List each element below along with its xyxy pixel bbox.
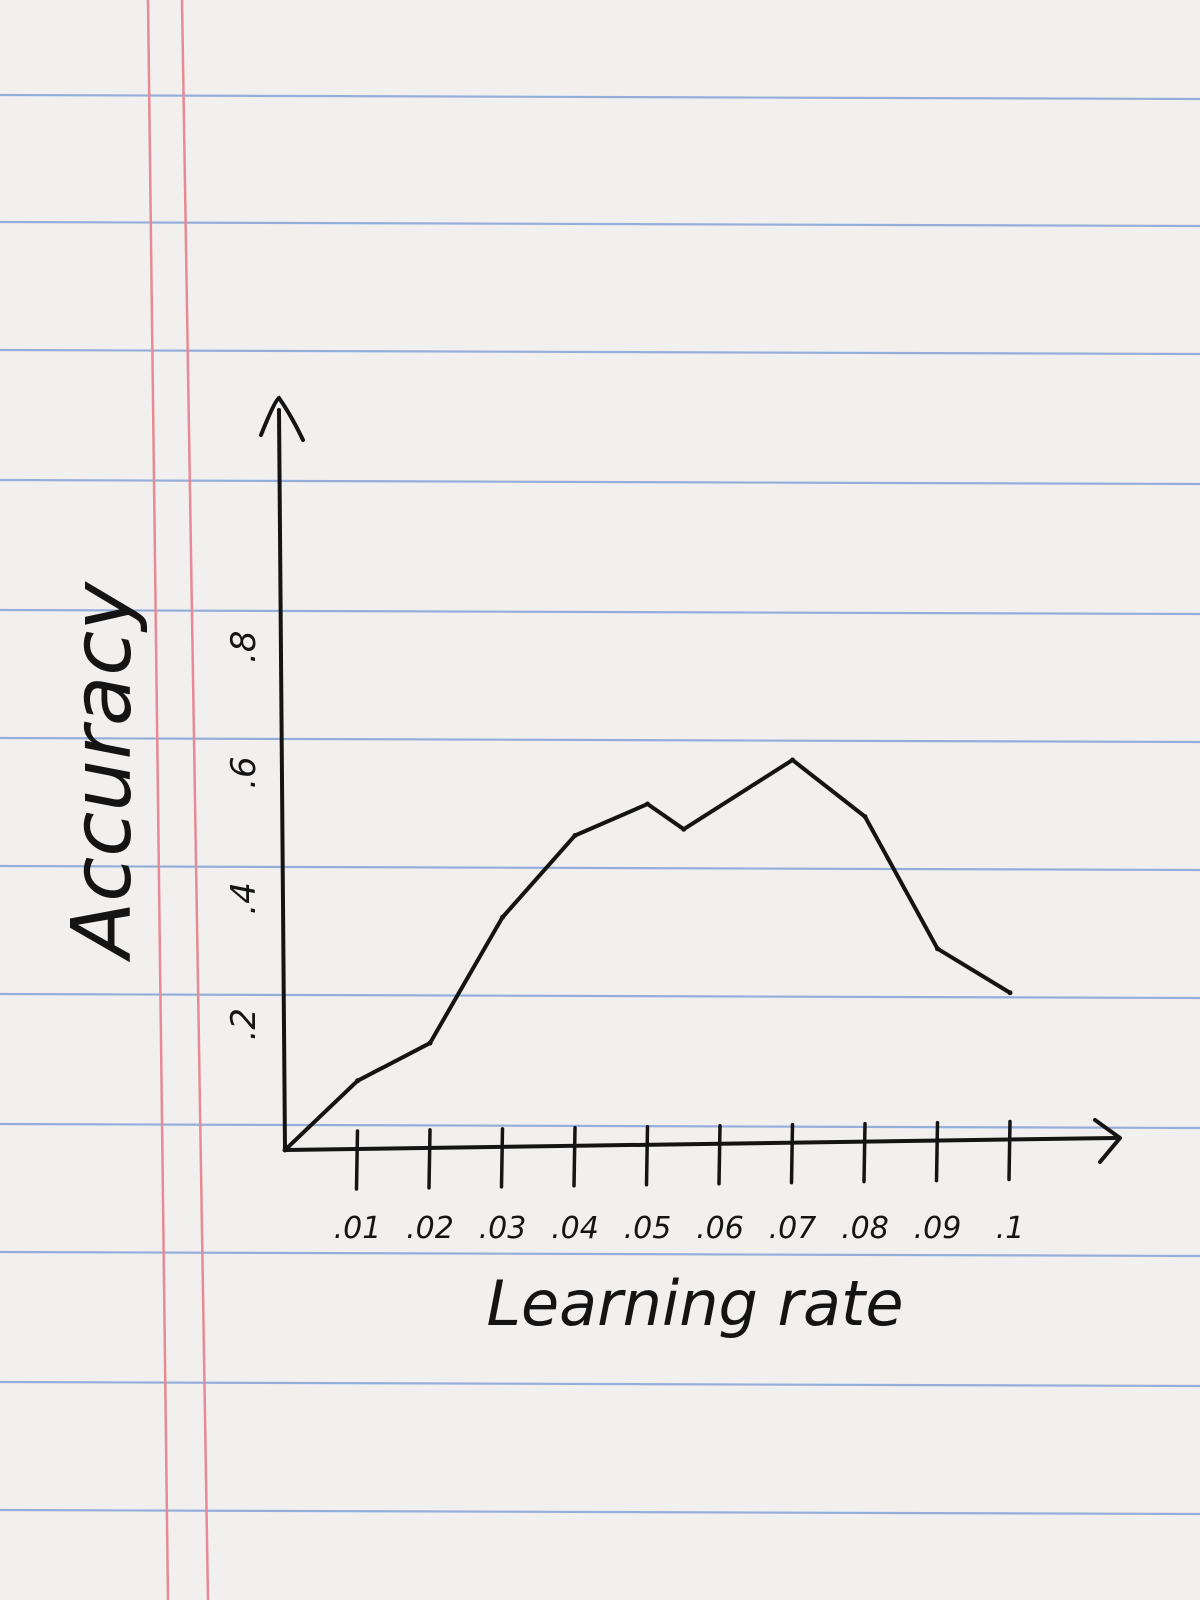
ruled-line [0, 736, 1200, 744]
x-tick-labels: .01 .02 .03 .04 .05 .06 .07 .08 .09 .1 [334, 1211, 1025, 1246]
data-point [282, 1147, 288, 1153]
x-tick-label: .1 [996, 1211, 1025, 1246]
ruled-line [0, 1380, 1200, 1388]
x-tick-label: .08 [841, 1211, 889, 1246]
data-point [645, 801, 650, 807]
data-point [790, 757, 795, 763]
ruled-line [0, 1250, 1200, 1258]
axes [259, 395, 1122, 1164]
series-group [282, 757, 1013, 1153]
x-tick-label: .03 [479, 1211, 527, 1246]
x-tick-label: .01 [334, 1211, 382, 1246]
ruled-line [0, 93, 1200, 101]
x-tick [862, 1121, 867, 1184]
x-tick-label: .05 [624, 1211, 672, 1246]
y-tick-labels: .2 .4 .6 .8 [224, 631, 264, 1041]
data-point [1007, 990, 1013, 996]
y-axis-label: Accuracy [55, 581, 150, 963]
x-tick [644, 1125, 650, 1187]
hand-drawn-chart: .01 .02 .03 .04 .05 .06 .07 .08 .09 .1 .2 .4 .6 .8 L… [55, 395, 1122, 1340]
x-tick-label: .02 [406, 1211, 454, 1246]
y-axis-line [277, 408, 287, 1152]
x-tick-label: .07 [769, 1211, 817, 1246]
ruled-line [0, 608, 1200, 616]
data-point [427, 1040, 433, 1046]
x-tick [789, 1122, 795, 1185]
x-axis-line [283, 1136, 1117, 1152]
ruled-line [0, 478, 1200, 486]
x-tick [717, 1123, 722, 1186]
x-tick [499, 1127, 505, 1189]
data-point [572, 832, 578, 838]
x-tick [354, 1129, 360, 1191]
ruled-line [0, 864, 1200, 872]
y-tick-label: .8 [224, 631, 264, 663]
x-tick [1007, 1119, 1012, 1182]
margin-lines [146, 0, 210, 1600]
x-tick [427, 1128, 432, 1190]
x-axis-label: Learning rate [487, 1267, 904, 1340]
x-tick-label: .06 [696, 1211, 744, 1246]
x-tick-label: .09 [914, 1211, 962, 1246]
ruled-lines [0, 93, 1200, 1516]
y-tick-label: .2 [224, 1008, 264, 1040]
x-axis-arrowhead [1093, 1118, 1122, 1164]
x-tick-label: .04 [551, 1211, 599, 1246]
y-tick-label: .4 [224, 882, 264, 914]
data-point [935, 946, 940, 952]
margin-line [146, 0, 170, 1600]
ruled-line [0, 992, 1200, 1000]
data-point [500, 914, 505, 920]
y-axis-arrowhead [259, 395, 305, 442]
data-point [862, 814, 868, 820]
x-tick [572, 1126, 577, 1188]
data-point [355, 1078, 360, 1084]
x-ticks [354, 1119, 1012, 1191]
data-point [681, 826, 687, 832]
margin-line [180, 0, 210, 1600]
ruled-line [0, 348, 1200, 356]
y-tick-label: .6 [224, 756, 264, 788]
x-tick [934, 1120, 940, 1183]
ruled-line [0, 220, 1200, 228]
ruled-line [0, 1508, 1200, 1516]
